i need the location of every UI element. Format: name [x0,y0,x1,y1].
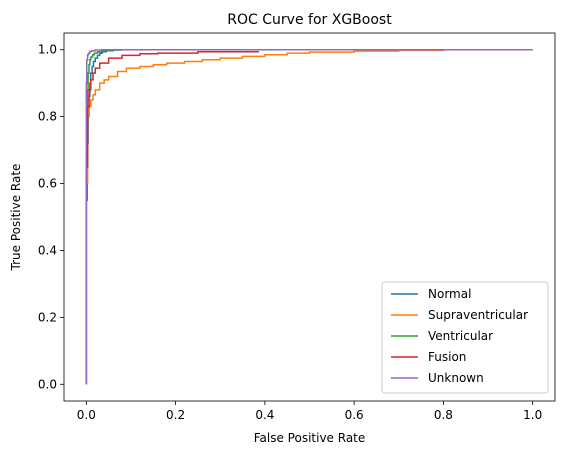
series-line-supraventricular [85,49,445,385]
legend-label: Unknown [428,371,484,385]
axis-ticks: 0.0 0.2 0.4 0.6 0.8 1.0 0.0 0.2 0.4 0.6 0.8 1.0 [38,43,542,422]
series-line-fusion [85,50,259,385]
legend-box [381,281,549,394]
x-tick-label: 0.0 [77,408,96,422]
x-tick-label: 0.2 [166,408,185,422]
chart-title: ROC Curve for XGBoost [227,12,392,28]
x-tick-label: 0.4 [255,408,274,422]
legend-label: Normal [428,287,471,301]
y-tick-label: 0.6 [38,177,57,191]
y-tick-label: 1.0 [38,43,57,57]
series-line-unknown [85,48,533,385]
y-tick-label: 0.8 [38,110,57,124]
legend-label: Fusion [428,350,466,364]
y-tick-label: 0.0 [38,377,57,391]
y-tick-label: 0.2 [38,310,57,324]
x-tick-label: 0.6 [345,408,364,422]
y-tick-label: 0.4 [38,243,57,257]
series-line-ventricular [85,48,533,385]
x-axis-label: False Positive Rate [254,431,366,445]
x-tick-label: 1.0 [523,408,542,422]
legend-label: Ventricular [428,329,493,343]
y-axis-label: True Positive Rate [9,164,23,272]
legend: Normal Supraventricular Ventricular Fusion U… [381,281,549,394]
plot-area [63,32,556,402]
legend-label: Supraventricular [428,308,528,322]
x-tick-label: 0.8 [434,408,453,422]
plot-frame [63,32,556,402]
